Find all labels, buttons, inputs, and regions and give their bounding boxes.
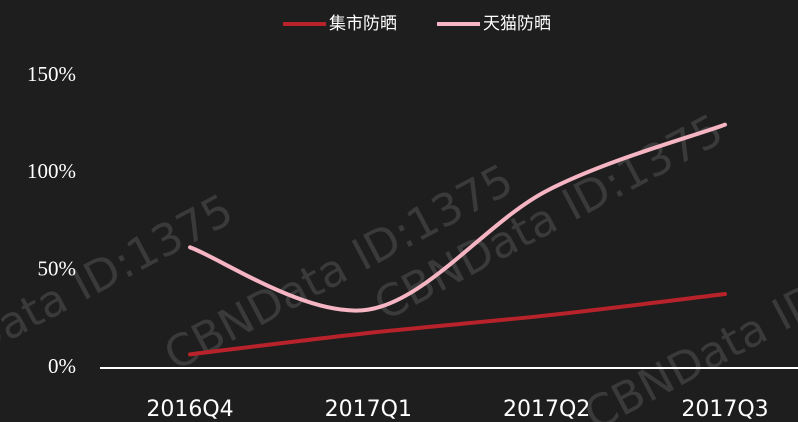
- x-tick-label: 2017Q1: [325, 397, 412, 422]
- series-line: [188, 122, 727, 313]
- legend-label: 集市防晒: [329, 14, 397, 34]
- y-tick-label: 0%: [48, 354, 76, 378]
- x-tick-label: 2016Q4: [146, 397, 233, 422]
- x-tick-label: 2017Q3: [681, 397, 768, 422]
- series-line: [188, 292, 727, 357]
- y-tick-label: 50%: [38, 256, 77, 280]
- x-tick-label: 2017Q2: [503, 397, 590, 422]
- legend-label: 天猫防晒: [483, 14, 551, 34]
- y-tick-label: 150%: [27, 62, 76, 86]
- y-tick-label: 100%: [27, 159, 76, 183]
